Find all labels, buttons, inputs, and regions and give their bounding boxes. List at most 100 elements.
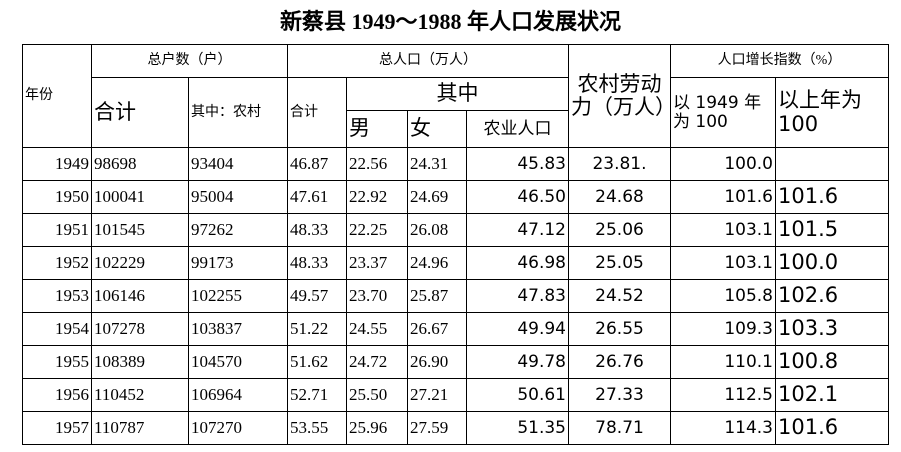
- data-cell: 103.1: [670, 246, 776, 280]
- data-cell: 25.87: [407, 279, 467, 313]
- data-cell: 51.22: [287, 312, 347, 346]
- data-cell: 27.21: [407, 378, 467, 412]
- data-cell: 101.6: [774, 180, 890, 214]
- table-row: 1954 107278 103837 51.22 24.55 26.67 49.94 26.5…: [22, 312, 890, 346]
- data-cell: 25.96: [346, 411, 408, 445]
- data-cell: 47.61: [287, 180, 347, 214]
- data-cell: 51.35: [466, 411, 569, 445]
- data-cell: 27.33: [568, 378, 671, 412]
- data-cell: 26.55: [568, 312, 671, 346]
- data-cell: 102255: [188, 279, 288, 313]
- data-cell: 49.78: [466, 345, 569, 379]
- header-cell: 男: [346, 110, 408, 148]
- header-cell: 合计: [287, 77, 347, 148]
- data-cell: 114.3: [670, 411, 776, 445]
- data-cell: 52.71: [287, 378, 347, 412]
- data-cell: 105.8: [670, 279, 776, 313]
- data-cell: 103837: [188, 312, 288, 346]
- data-cell: 25.50: [346, 378, 408, 412]
- data-cell: 26.76: [568, 345, 671, 379]
- data-cell: 27.59: [407, 411, 467, 445]
- year-cell: 1955: [22, 345, 92, 379]
- data-cell: 24.52: [568, 279, 671, 313]
- year-cell: 1952: [22, 246, 92, 280]
- header-cell: 总户数（户）: [91, 44, 288, 78]
- data-cell: 110.1: [670, 345, 776, 379]
- table-body: 1949 98698 93404 46.87 22.56 24.31 45.83 23.81.…: [22, 147, 890, 445]
- data-cell: 104570: [188, 345, 288, 379]
- data-cell: 50.61: [466, 378, 569, 412]
- data-cell: 106964: [188, 378, 288, 412]
- data-cell: 45.83: [466, 147, 569, 181]
- table-row: 1955 108389 104570 51.62 24.72 26.90 49.78 26.7…: [22, 345, 890, 379]
- data-cell: 22.25: [346, 213, 408, 247]
- header-cell: 合计: [91, 77, 189, 148]
- data-cell: 109.3: [670, 312, 776, 346]
- data-cell: 22.56: [346, 147, 408, 181]
- header-cell: 总人口（万人）: [287, 44, 569, 78]
- population-table: 年份 总户数（户） 总人口（万人） 农村劳动力（万人） 人口增长指数（%） 合计…: [22, 44, 890, 445]
- data-cell: 101545: [91, 213, 189, 247]
- data-cell: 26.08: [407, 213, 467, 247]
- table-title: 新蔡县 1949～1988 年人口发展状况: [279, 9, 621, 34]
- data-cell: 46.98: [466, 246, 569, 280]
- data-cell: 102229: [91, 246, 189, 280]
- table-row: 1950 100041 95004 47.61 22.92 24.69 46.50 24.68…: [22, 180, 890, 214]
- data-cell: 99173: [188, 246, 288, 280]
- data-cell: 22.92: [346, 180, 408, 214]
- data-cell: 101.6: [774, 411, 890, 445]
- data-cell: 46.50: [466, 180, 569, 214]
- data-cell: 108389: [91, 345, 189, 379]
- header-cell: 人口增长指数（%）: [669, 44, 890, 78]
- data-cell: [774, 147, 890, 181]
- table-row: 1951 101545 97262 48.33 22.25 26.08 47.12 25.06…: [22, 213, 890, 247]
- data-cell: 93404: [188, 147, 288, 181]
- data-cell: 49.94: [466, 312, 569, 346]
- data-cell: 97262: [188, 213, 288, 247]
- data-cell: 101.6: [670, 180, 776, 214]
- data-cell: 24.31: [407, 147, 467, 181]
- header-cell: 其中：农村: [188, 77, 288, 148]
- data-cell: 23.70: [346, 279, 408, 313]
- table-row: 1957 110787 107270 53.55 25.96 27.59 51.35 78.7…: [22, 411, 890, 445]
- table-row: 1956 110452 106964 52.71 25.50 27.21 50.61 27.3…: [22, 378, 890, 412]
- data-cell: 112.5: [670, 378, 776, 412]
- data-cell: 110452: [91, 378, 189, 412]
- data-cell: 102.6: [774, 279, 890, 313]
- table-row: 1952 102229 99173 48.33 23.37 24.96 46.98 25.05…: [22, 246, 890, 280]
- data-cell: 51.62: [287, 345, 347, 379]
- data-cell: 53.55: [287, 411, 347, 445]
- data-cell: 100041: [91, 180, 189, 214]
- data-cell: 110787: [91, 411, 189, 445]
- data-cell: 101.5: [774, 213, 890, 247]
- data-cell: 100.0: [670, 147, 776, 181]
- table-row: 1953 106146 102255 49.57 23.70 25.87 47.83 24.5…: [22, 279, 890, 313]
- data-cell: 98698: [91, 147, 189, 181]
- header-cell: 其中: [346, 77, 569, 111]
- header-cell: 年份: [22, 44, 92, 148]
- header-cell: 农村劳动力（万人）: [568, 44, 671, 148]
- year-cell: 1950: [22, 180, 92, 214]
- data-cell: 107270: [188, 411, 288, 445]
- data-cell: 24.96: [407, 246, 467, 280]
- header-cell: 农业人口: [466, 110, 569, 148]
- data-cell: 46.87: [287, 147, 347, 181]
- year-cell: 1953: [22, 279, 92, 313]
- data-cell: 47.83: [466, 279, 569, 313]
- table-row: 1949 98698 93404 46.87 22.56 24.31 45.83 23.81.…: [22, 147, 890, 181]
- data-cell: 26.90: [407, 345, 467, 379]
- data-cell: 25.05: [568, 246, 671, 280]
- data-cell: 103.3: [774, 312, 890, 346]
- data-cell: 95004: [188, 180, 288, 214]
- year-cell: 1951: [22, 213, 92, 247]
- year-cell: 1956: [22, 378, 92, 412]
- header-cell: 以上年为 100: [774, 77, 890, 148]
- year-cell: 1957: [22, 411, 92, 445]
- data-cell: 107278: [91, 312, 189, 346]
- data-cell: 100.8: [774, 345, 890, 379]
- data-cell: 26.67: [407, 312, 467, 346]
- year-cell: 1954: [22, 312, 92, 346]
- header-cell: 女: [407, 110, 467, 148]
- data-cell: 103.1: [670, 213, 776, 247]
